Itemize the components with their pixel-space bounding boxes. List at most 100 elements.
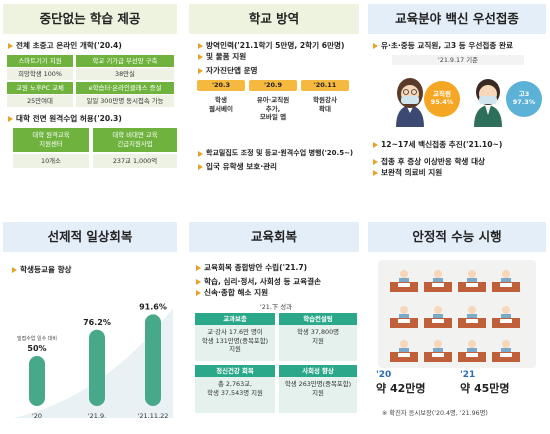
support-item-head: 교원 노후PC 교체 (7, 82, 73, 94)
panel-vaccine: 교육분야 백신 우선접종 유·초·중등 교직원, 고3 등 우선접종 완료 '2… (368, 4, 546, 206)
panel-csat: 안정적 수능 시행 '20 약 42만명 '21 약 45만명 ※ 확진자 응시… (368, 222, 546, 432)
bullet-staff-support-cont: 및 물품 지원 (197, 51, 357, 62)
result-head: 사회성 향상 (279, 365, 357, 377)
exam-desk (458, 306, 486, 328)
bullet-remote-class: 대학 전면 원격수업 허용('20.3) (7, 113, 175, 124)
timeline-date: '20.11 (301, 80, 349, 91)
result-body: 교·강사 17.6만 명이 학생 131만명(중복포함) 지원 (195, 325, 275, 361)
attendance-bar (89, 329, 105, 406)
badge-label: 고3 (518, 90, 530, 98)
timeline-text: 학원강사 확대 (313, 96, 337, 113)
app-timeline: '20.3 학생 웹서베이 '20.9 유아·교직원 추가, 모바일 앱 '20.11 학… (197, 80, 357, 132)
result-box: 학습컨설팅 학생 37,800명 지원 (279, 313, 357, 361)
badge-value: 95.4% (430, 98, 454, 106)
teacher-badge: 교직원 95.4% (424, 81, 460, 117)
bullet-intl-students: 입국 유학생 보호·관리 (197, 161, 357, 172)
support-item-head: 학교 기가급 무선망 구축 (76, 55, 174, 67)
bullet-selfcheck-app: 자가진단앱 운영 (197, 65, 357, 76)
support-grid: 스마트기기 지원 희망학생 100% 학교 기가급 무선망 구축 38만실 교원 노후P… (7, 55, 175, 107)
panel-title: 중단없는 학습 제공 (3, 4, 177, 34)
result-body: 총 2,763교, 학생 37,543명 지원 (195, 377, 275, 413)
badge-label: 교직원 (433, 90, 451, 98)
year-2021: '21 (460, 370, 476, 380)
year-2020: '20 (376, 370, 392, 380)
attendance-bar (29, 356, 45, 406)
bullet-online-opening: 전체 초중고 온라인 개학('20.4) (7, 40, 175, 51)
panel-learning: 중단없는 학습 제공 전체 초중고 온라인 개학('20.4) 스마트기기 지원… (3, 4, 177, 206)
bullet-youth-vaccination: 12~17세 백신접종 추진('21.10~) (372, 139, 544, 150)
bullet-deficit: 학습, 심리·정서, 사회성 등 교육결손 (195, 276, 357, 287)
panel-title: 교육회복 (189, 222, 359, 252)
bullet-staff-support: 방역인력('21.1학기 5만명, 2학기 6만명) (197, 40, 357, 51)
support-item-head: 스마트기기 지원 (7, 55, 73, 67)
results-grid: 교과보충 교·강사 17.6만 명이 학생 131만명(중복포함) 지원 학습컨설팅… (195, 313, 357, 413)
panel-title: 학교 방역 (189, 4, 359, 34)
attendance-value-label: 76.2% (83, 318, 111, 327)
university-item: 대학 비대면 교육 긴급지원사업 237교 1,000억 (93, 128, 177, 168)
bullet-deficit-cont: 신속·종합 해소 지원 (195, 287, 357, 298)
timeline-step: '20.9 유아·교직원 추가, 모바일 앱 (249, 80, 297, 132)
result-box: 교과보충 교·강사 17.6만 명이 학생 131만명(중복포함) 지원 (195, 313, 275, 361)
attendance-category-label: '20 (32, 412, 42, 420)
attendance-value-label: 50% (27, 344, 46, 353)
bullet-recovery-plan: 교육회복 종합방안 수립('21.7) (195, 262, 357, 273)
support-item: 학교 기가급 무선망 구축 38만실 (76, 55, 174, 80)
result-body: 학생 263만명(중복포함) 지원 (279, 377, 357, 413)
support-item-value: 38만실 (76, 68, 174, 80)
applicants-2021: '21 약 45만명 (460, 370, 544, 396)
panel-quarantine: 학교 방역 방역인력('21.1학기 5만명, 2학기 6만명) 및 물품 지원… (189, 4, 359, 206)
support-item-value: 일일 300만명 동시접속 가능 (76, 95, 174, 107)
attendance-value-label: 91.6% (139, 302, 167, 311)
exam-desk (424, 270, 452, 292)
result-head: 정신건강 회복 (195, 365, 275, 377)
support-item-head: e학습터·온라인클래스 증설 (76, 82, 174, 94)
timeline-step: '20.11 학원강사 확대 (301, 80, 349, 132)
exam-desk (492, 306, 520, 328)
panel-education-recovery: 교육회복 교육회복 종합방안 수립('21.7) 학습, 심리·정서, 사회성 … (189, 222, 359, 432)
exam-desk (390, 306, 418, 328)
bullet-priority-vaccination: 유·초·중등 교직원, 고3 등 우선접종 완료 (372, 40, 544, 51)
attendance-bar (145, 314, 161, 406)
exam-room-illustration (378, 260, 536, 368)
exam-desk (492, 270, 520, 292)
panel-title: 교육분야 백신 우선접종 (368, 4, 546, 34)
university-item-value: 10개소 (13, 154, 89, 168)
student-badge: 고3 97.3% (506, 81, 542, 117)
timeline-date: '20.3 (197, 80, 245, 91)
result-box: 정신건강 회복 총 2,763교, 학생 37,543명 지원 (195, 365, 275, 413)
attendance-category-label: '21.9. (88, 412, 106, 420)
result-body: 학생 37,800명 지원 (279, 325, 357, 361)
attendance-annotation: 밀접수업 일수 대비 (17, 335, 57, 342)
panel-title: 선제적 일상회복 (3, 222, 177, 252)
results-label: '21.下 성과 (259, 303, 293, 311)
exam-desk (492, 340, 520, 362)
panel-recovery: 선제적 일상회복 학생등교율 향상 50% '20 76.2% '21.9. 91.6%… (3, 222, 177, 432)
timeline-text: 유아·교직원 추가, 모바일 앱 (256, 96, 290, 121)
count-2021: 약 45만명 (460, 382, 510, 395)
date-note: '21.9.17 기준 (392, 55, 524, 65)
timeline-date: '20.9 (249, 80, 297, 91)
exam-desk (390, 340, 418, 362)
applicants-2020: '20 약 42만명 (376, 370, 456, 396)
exam-desk (458, 340, 486, 362)
university-item-value: 237교 1,000억 (93, 154, 177, 168)
university-grid: 대학 원격교육 지원센터 10개소 대학 비대면 교육 긴급지원사업 237교 1,0… (13, 128, 177, 168)
university-item-head: 대학 비대면 교육 긴급지원사업 (93, 128, 177, 152)
bullet-medical-support: 접종 후 증상 이상반응 학생 대상 (372, 156, 544, 167)
support-item: e학습터·온라인클래스 증설 일일 300만명 동시접속 가능 (76, 82, 174, 107)
bullet-attendance: 학생등교율 향상 (11, 264, 72, 275)
result-head: 교과보충 (195, 313, 275, 325)
result-head: 학습컨설팅 (279, 313, 357, 325)
timeline-step: '20.3 학생 웹서베이 (197, 80, 245, 132)
university-item-head: 대학 원격교육 지원센터 (13, 128, 89, 152)
exam-desk (458, 270, 486, 292)
student-avatar (468, 73, 508, 127)
teacher-avatar (390, 73, 430, 127)
exam-desk (390, 270, 418, 292)
result-box: 사회성 향상 학생 263만명(중복포함) 지원 (279, 365, 357, 413)
support-item-value: 25만여대 (7, 95, 73, 107)
vaccine-figures: 교직원 95.4% 고3 97.3% (372, 69, 544, 131)
support-item: 스마트기기 지원 희망학생 100% (7, 55, 73, 80)
university-item: 대학 원격교육 지원센터 10개소 (13, 128, 89, 168)
bullet-medical-support-cont: 보완적 의료비 지원 (372, 167, 544, 178)
